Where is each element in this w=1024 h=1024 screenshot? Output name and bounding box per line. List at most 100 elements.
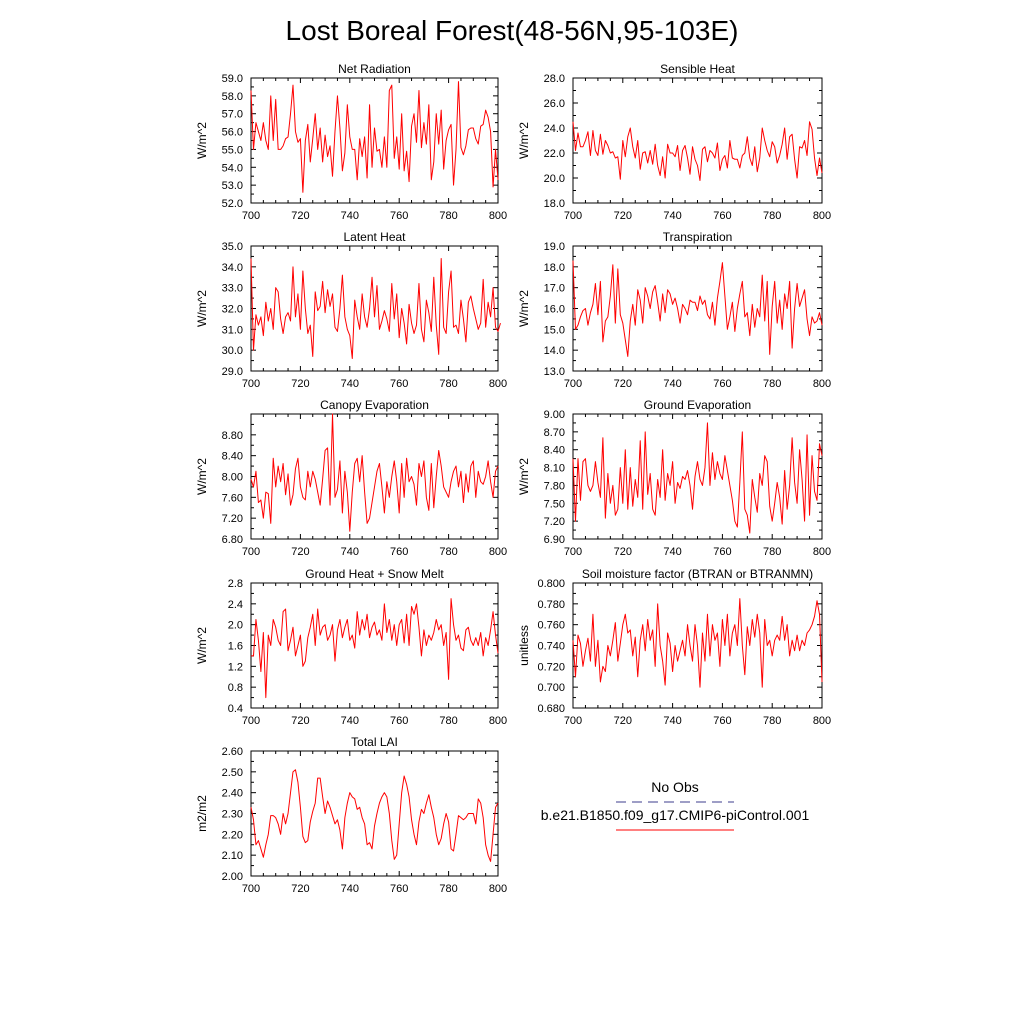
x-tick-label: 740 [663, 715, 681, 727]
x-tick-label: 740 [341, 546, 359, 558]
y-tick-label: 53.0 [222, 180, 243, 192]
y-axis-label: W/m^2 [195, 458, 209, 495]
y-tick-label: 26.0 [544, 98, 565, 110]
x-tick-label: 760 [713, 715, 731, 727]
x-tick-label: 780 [439, 546, 457, 558]
x-tick-label: 740 [341, 210, 359, 222]
y-tick-label: 30.0 [222, 345, 243, 357]
panel-7: Soil moisture factor (BTRAN or BTRANMN) u… [517, 567, 831, 727]
y-tick-label: 2.20 [222, 829, 243, 841]
series-line [250, 81, 499, 193]
panel-title: Latent Heat [343, 230, 406, 244]
panel-8: Total LAI m2/m2 700 720 740 760 780 800 2.00 2.10… [195, 735, 507, 895]
x-tick-label: 740 [663, 210, 681, 222]
panel-6: Ground Heat + Snow Melt W/m^2 700 720 740 760… [195, 567, 507, 727]
x-tick-label: 780 [763, 378, 781, 390]
y-tick-label: 0.700 [537, 682, 565, 694]
x-tick-label: 780 [439, 715, 457, 727]
y-tick-label: 2.8 [228, 578, 243, 590]
x-tick-label: 720 [614, 715, 632, 727]
y-tick-label: 8.40 [544, 445, 565, 457]
panel-1: Sensible Heat W/m^2 700 720 740 760 780 800 18.0… [517, 62, 831, 222]
series-line [572, 121, 823, 181]
x-tick-label: 720 [291, 715, 309, 727]
x-tick-label: 780 [439, 378, 457, 390]
panel-4: Canopy Evaporation W/m^2 700 720 740 760 780 80… [195, 398, 507, 558]
x-tick-label: 800 [813, 378, 831, 390]
x-tick-label: 720 [614, 546, 632, 558]
x-tick-label: 760 [713, 378, 731, 390]
x-tick-label: 700 [242, 210, 260, 222]
y-axis-label: W/m^2 [517, 122, 531, 159]
panel-title: Soil moisture factor (BTRAN or BTRANMN) [582, 567, 813, 581]
y-tick-label: 7.20 [544, 516, 565, 528]
x-tick-label: 760 [390, 883, 408, 895]
y-axis-label: W/m^2 [195, 627, 209, 664]
x-tick-label: 780 [763, 546, 781, 558]
panel-5: Ground Evaporation W/m^2 700 720 740 760 780 80… [517, 398, 831, 558]
x-tick-label: 780 [439, 210, 457, 222]
figure-title: Lost Boreal Forest(48-56N,95-103E) [286, 15, 739, 46]
x-tick-label: 720 [614, 210, 632, 222]
x-tick-label: 760 [713, 210, 731, 222]
legend-model-label: b.e21.B1850.f09_g17.CMIP6-piControl.001 [541, 807, 810, 823]
y-tick-label: 22.0 [544, 148, 565, 160]
y-tick-label: 0.4 [228, 703, 243, 715]
x-tick-label: 740 [341, 378, 359, 390]
panel-title: Total LAI [351, 735, 398, 749]
y-tick-label: 2.30 [222, 809, 243, 821]
y-axis-label: W/m^2 [195, 122, 209, 159]
x-tick-label: 800 [813, 546, 831, 558]
y-tick-label: 54.0 [222, 162, 243, 174]
y-tick-label: 16.0 [544, 304, 565, 316]
y-tick-label: 0.740 [537, 641, 565, 653]
series-line [250, 413, 499, 532]
legend: No Obs b.e21.B1850.f09_g17.CMIP6-piContr… [541, 779, 810, 831]
y-tick-label: 0.8 [228, 682, 243, 694]
y-axis-label: m2/m2 [195, 795, 209, 832]
x-tick-label: 780 [763, 210, 781, 222]
y-tick-label: 7.60 [222, 492, 243, 504]
x-tick-label: 700 [564, 378, 582, 390]
x-tick-label: 700 [242, 378, 260, 390]
y-tick-label: 56.0 [222, 127, 243, 139]
x-tick-label: 740 [663, 546, 681, 558]
x-tick-label: 800 [489, 883, 507, 895]
x-tick-label: 800 [489, 378, 507, 390]
x-tick-label: 720 [614, 378, 632, 390]
y-tick-label: 24.0 [544, 123, 565, 135]
x-tick-label: 700 [242, 715, 260, 727]
y-tick-label: 2.50 [222, 767, 243, 779]
series-line [572, 422, 823, 534]
y-tick-label: 20.0 [544, 173, 565, 185]
y-tick-label: 57.0 [222, 109, 243, 121]
panel-title: Transpiration [663, 230, 733, 244]
y-tick-label: 2.10 [222, 850, 243, 862]
y-tick-label: 6.80 [222, 534, 243, 546]
panel-0: Net Radiation W/m^2 700 720 740 760 780 800 52.0… [195, 62, 507, 222]
series-line [572, 598, 823, 688]
series-line [251, 598, 499, 699]
y-tick-label: 32.0 [222, 304, 243, 316]
panel-3: Transpiration W/m^2 700 720 740 760 780 800 13.0… [517, 230, 831, 390]
chart-panels: Net Radiation W/m^2 700 720 740 760 780 800 52.0… [195, 62, 831, 895]
y-tick-label: 35.0 [222, 241, 243, 253]
x-tick-label: 800 [489, 546, 507, 558]
x-tick-label: 700 [564, 546, 582, 558]
y-tick-label: 8.70 [544, 427, 565, 439]
x-tick-label: 760 [390, 378, 408, 390]
y-tick-label: 9.00 [544, 409, 565, 421]
y-tick-label: 33.0 [222, 283, 243, 295]
y-tick-label: 2.0 [228, 620, 243, 632]
panel-title: Net Radiation [338, 62, 411, 76]
y-tick-label: 0.800 [537, 578, 565, 590]
y-tick-label: 7.50 [544, 498, 565, 510]
y-tick-label: 2.00 [222, 871, 243, 883]
y-tick-label: 55.0 [222, 144, 243, 156]
y-tick-label: 1.2 [228, 661, 243, 673]
x-tick-label: 780 [763, 715, 781, 727]
x-tick-label: 740 [341, 883, 359, 895]
x-tick-label: 720 [291, 883, 309, 895]
y-tick-label: 6.90 [544, 534, 565, 546]
y-tick-label: 19.0 [544, 241, 565, 253]
